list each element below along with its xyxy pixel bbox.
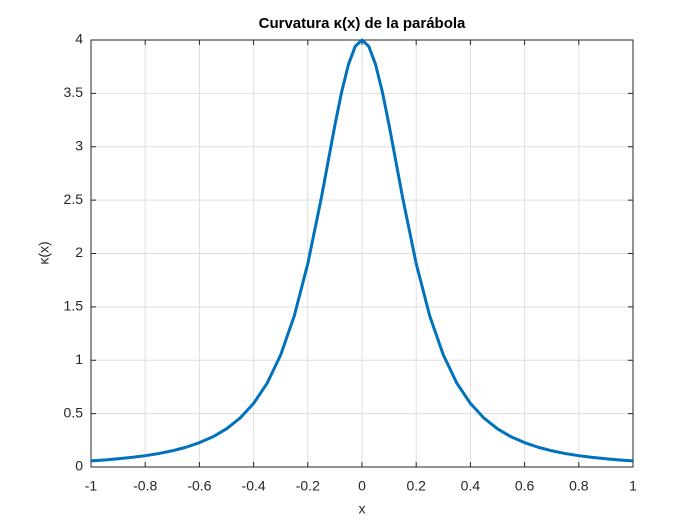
x-tick-label: -0.4: [242, 478, 266, 494]
x-tick-label: -1: [85, 478, 98, 494]
y-tick-label: 1: [75, 351, 83, 367]
x-tick-label: 0.2: [406, 478, 426, 494]
y-tick-label: 2.5: [64, 191, 84, 207]
chart-title: Curvatura κ(x) de la parábola: [259, 15, 466, 32]
line-series: [90, 38, 634, 463]
x-tick-label: -0.2: [296, 478, 320, 494]
x-tick-label: 0.4: [461, 478, 481, 494]
y-tick-label: 2: [75, 244, 83, 260]
y-tick-label: 3.5: [64, 84, 84, 100]
x-tick-label: 0.6: [515, 478, 535, 494]
x-tick-label: -0.8: [133, 478, 157, 494]
x-tick-label: 1: [629, 478, 637, 494]
y-axis-label: κ(x): [36, 241, 52, 264]
x-axis-label: x: [359, 501, 366, 517]
y-tick-label: 0.5: [64, 404, 84, 420]
y-tick-label: 0: [75, 458, 83, 474]
x-tick-label: 0: [358, 478, 366, 494]
x-tick-label: 0.8: [569, 478, 589, 494]
x-tick-label: -0.6: [187, 478, 211, 494]
y-tick-label: 3: [75, 137, 83, 153]
y-tick-label: 4: [75, 31, 83, 47]
y-tick-label: 1.5: [64, 298, 84, 314]
